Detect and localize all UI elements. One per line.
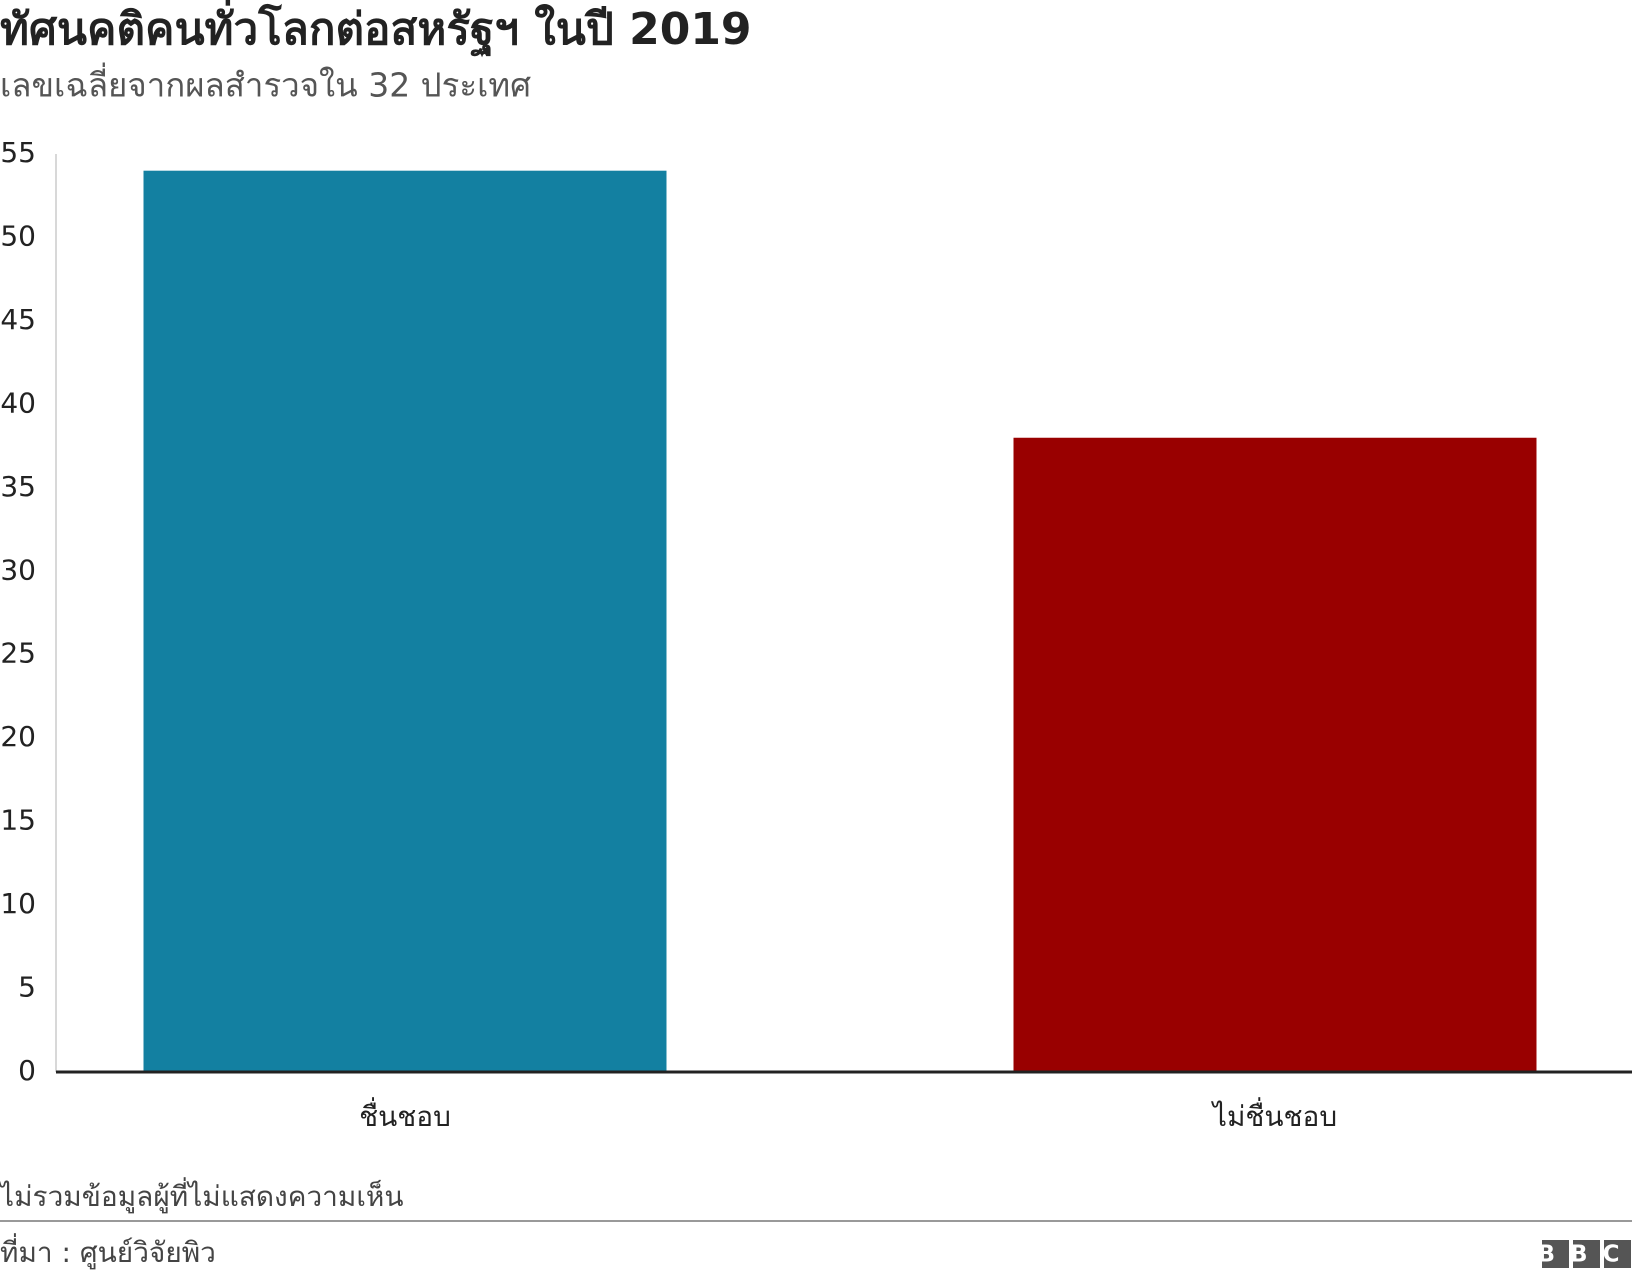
- y-tick-label: 40: [0, 386, 36, 419]
- x-tick-label: ชื่นชอบ: [359, 1097, 451, 1133]
- x-tick-label: ไม่ชื่นชอบ: [1211, 1097, 1337, 1133]
- y-tick-label: 0: [18, 1054, 36, 1087]
- chart-subtitle: เลขเฉลี่ยจากผลสำรวจใน 32 ประเทศ: [0, 63, 531, 105]
- y-tick-label: 10: [0, 887, 36, 920]
- y-tick-label: 30: [0, 553, 36, 586]
- logo: [1542, 1240, 1631, 1268]
- y-tick-label: 25: [0, 637, 36, 670]
- footnote: ไม่รวมข้อมูลผู้ที่ไม่แสดงความเห็น: [0, 1177, 404, 1214]
- logo-text: BBC: [1538, 1242, 1632, 1268]
- y-tick-label: 20: [0, 720, 36, 753]
- y-tick-label: 5: [18, 971, 36, 1004]
- y-tick-label: 15: [0, 804, 36, 837]
- y-tick-label: 45: [0, 303, 36, 336]
- bar: [143, 170, 667, 1072]
- y-tick-label: 35: [0, 470, 36, 503]
- y-tick-label: 50: [0, 219, 36, 252]
- chart-title: ทัศนคติคนทั่วโลกต่อสหรัฐฯ ในปี 2019: [0, 0, 752, 57]
- bar: [1013, 437, 1537, 1072]
- source: ที่มา : ศูนย์วิจัยพิว: [0, 1233, 216, 1270]
- y-tick-label: 55: [0, 136, 36, 169]
